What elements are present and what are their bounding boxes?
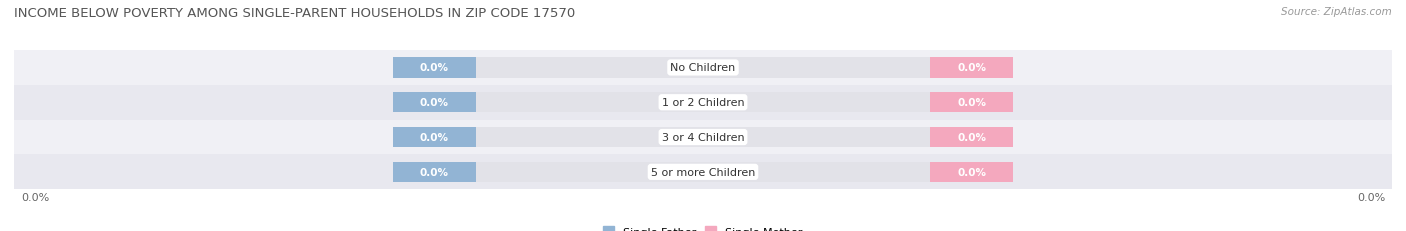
Legend: Single Father, Single Mother: Single Father, Single Mother bbox=[603, 226, 803, 231]
Text: 1 or 2 Children: 1 or 2 Children bbox=[662, 98, 744, 108]
Text: 3 or 4 Children: 3 or 4 Children bbox=[662, 132, 744, 143]
Text: INCOME BELOW POVERTY AMONG SINGLE-PARENT HOUSEHOLDS IN ZIP CODE 17570: INCOME BELOW POVERTY AMONG SINGLE-PARENT… bbox=[14, 7, 575, 20]
Text: No Children: No Children bbox=[671, 63, 735, 73]
Bar bbox=[392, 93, 1012, 113]
Text: 0.0%: 0.0% bbox=[957, 98, 986, 108]
Text: 0.0%: 0.0% bbox=[420, 132, 449, 143]
Text: 0.0%: 0.0% bbox=[957, 63, 986, 73]
Bar bbox=[392, 162, 1012, 182]
Bar bbox=[14, 155, 1392, 189]
Bar bbox=[14, 85, 1392, 120]
Text: 0.0%: 0.0% bbox=[420, 98, 449, 108]
Bar bbox=[392, 93, 475, 113]
Bar bbox=[931, 93, 1014, 113]
Text: 0.0%: 0.0% bbox=[420, 167, 449, 177]
Bar bbox=[392, 128, 475, 148]
Text: Source: ZipAtlas.com: Source: ZipAtlas.com bbox=[1281, 7, 1392, 17]
Text: 5 or more Children: 5 or more Children bbox=[651, 167, 755, 177]
Text: 0.0%: 0.0% bbox=[21, 192, 49, 202]
Bar bbox=[392, 58, 1012, 78]
Bar bbox=[931, 128, 1014, 148]
Bar bbox=[392, 58, 475, 78]
Bar bbox=[14, 120, 1392, 155]
Bar bbox=[931, 162, 1014, 182]
Bar bbox=[14, 51, 1392, 85]
Bar bbox=[392, 128, 1012, 148]
Text: 0.0%: 0.0% bbox=[1357, 192, 1385, 202]
Text: 0.0%: 0.0% bbox=[957, 132, 986, 143]
Bar bbox=[392, 162, 475, 182]
Text: 0.0%: 0.0% bbox=[420, 63, 449, 73]
Bar bbox=[931, 58, 1014, 78]
Text: 0.0%: 0.0% bbox=[957, 167, 986, 177]
